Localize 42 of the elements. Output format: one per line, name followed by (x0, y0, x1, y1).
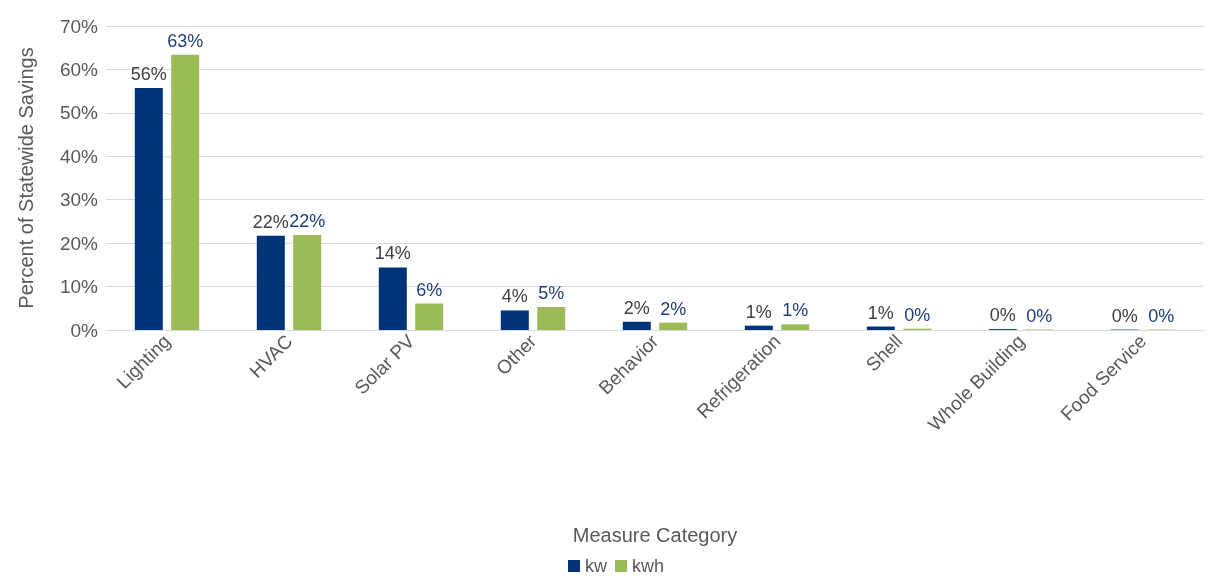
data-label: 0% (1111, 305, 1138, 326)
bar (378, 267, 407, 330)
bar (781, 324, 810, 330)
data-label: 0% (1026, 305, 1053, 326)
y-tick-label: 50% (59, 102, 99, 124)
data-label: 0% (989, 305, 1016, 326)
y-axis-title: Percent of Statewide Savings (15, 47, 37, 309)
data-label: 6% (416, 279, 443, 300)
bar (256, 235, 285, 330)
data-label: 0% (1148, 305, 1175, 326)
data-label: 56% (130, 64, 167, 85)
legend-label: kw (585, 556, 608, 576)
bar (171, 54, 200, 330)
bar (134, 88, 163, 330)
bar (659, 322, 688, 330)
bar (415, 303, 444, 330)
data-label: 63% (167, 30, 204, 51)
y-tick-label: 70% (59, 15, 99, 37)
data-label: 14% (374, 243, 411, 264)
x-axis-title: Measure Category (572, 524, 738, 546)
y-tick-label: 60% (59, 58, 99, 80)
bar (744, 325, 773, 330)
data-label: 4% (501, 286, 528, 307)
data-label: 0% (904, 304, 931, 325)
bar (500, 310, 529, 330)
data-label: 1% (867, 302, 894, 323)
y-tick-label: 10% (59, 276, 99, 298)
legend-label: kwh (631, 556, 665, 576)
bar (622, 321, 651, 330)
y-tick-label: 30% (59, 189, 99, 211)
bar (293, 234, 322, 330)
bar (537, 306, 566, 330)
data-label: 1% (745, 301, 772, 322)
y-tick-label: 40% (59, 145, 99, 167)
y-tick-label: 20% (59, 232, 99, 254)
data-label: 22% (289, 210, 326, 231)
data-label: 2% (623, 297, 650, 318)
data-label: 2% (660, 298, 687, 319)
data-label: 1% (782, 300, 809, 321)
data-label: 22% (252, 211, 289, 232)
data-label: 5% (538, 282, 565, 303)
y-tick-label: 0% (70, 319, 99, 341)
